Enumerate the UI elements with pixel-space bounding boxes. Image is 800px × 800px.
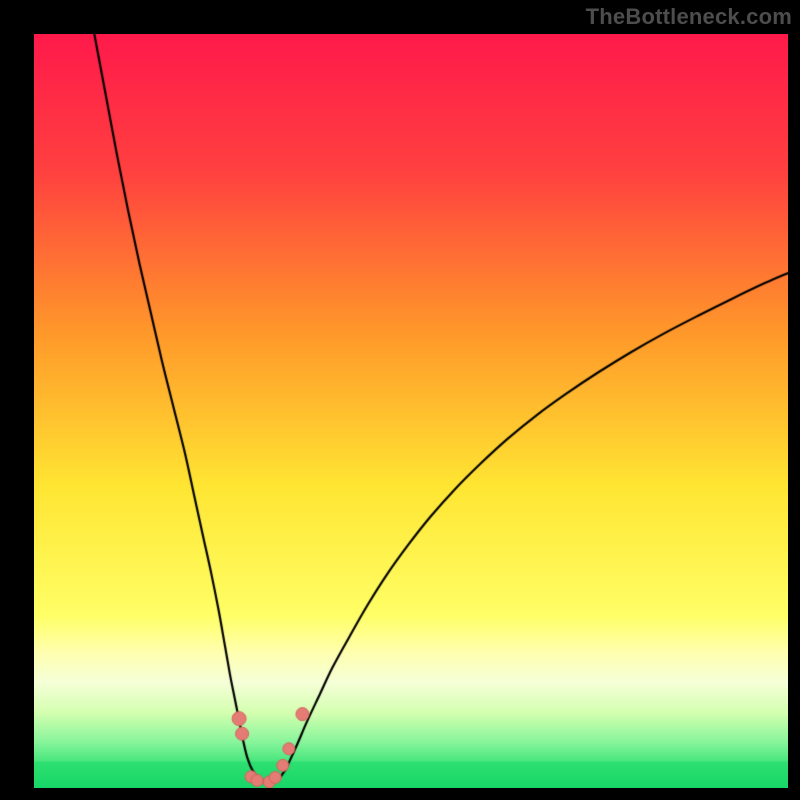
watermark-text: TheBottleneck.com bbox=[586, 4, 792, 30]
data-markers bbox=[34, 34, 788, 788]
chart-plot-area bbox=[34, 34, 788, 788]
chart-frame: TheBottleneck.com bbox=[0, 0, 800, 800]
